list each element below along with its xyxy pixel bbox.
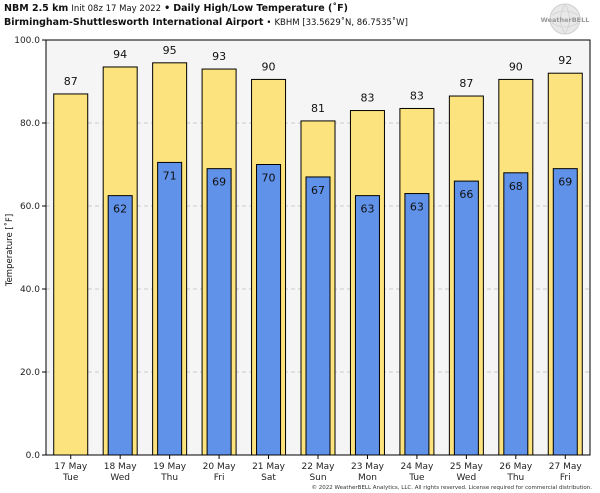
x-tick-weekday: Fri — [214, 473, 225, 483]
high-temp-label: 93 — [212, 50, 226, 63]
y-tick-label: 80.0 — [20, 119, 40, 129]
chart-title: Daily High/Low Temperature (˚F) — [173, 3, 348, 14]
low-temp-label: 70 — [262, 172, 276, 185]
station-name: Birmingham-Shuttlesworth International A… — [4, 17, 264, 28]
y-tick-label: 60.0 — [20, 202, 40, 212]
x-tick-date: 22 May — [302, 462, 336, 472]
low-temp-label: 63 — [360, 203, 374, 216]
low-temp-bar — [107, 195, 133, 456]
x-tick-weekday: Tue — [62, 473, 79, 483]
x-tick-date: 25 May — [450, 462, 484, 472]
low-temp-label: 63 — [410, 201, 424, 214]
x-tick-date: 17 May — [54, 462, 88, 472]
x-tick-weekday: Wed — [457, 473, 477, 483]
low-temp-label: 69 — [212, 176, 226, 189]
low-temp-bar — [305, 176, 331, 456]
logo-text: WeatherBELL — [541, 16, 590, 24]
low-temp-bar — [552, 168, 578, 456]
low-temp-bar — [256, 164, 282, 456]
copyright-notice: © 2022 WeatherBELL Analytics, LLC. All r… — [311, 485, 592, 491]
x-tick-date: 19 May — [153, 462, 187, 472]
low-temp-bar — [453, 180, 479, 456]
x-tick-weekday: Wed — [110, 473, 130, 483]
high-temp-label: 92 — [558, 54, 572, 67]
high-temp-label: 90 — [509, 60, 523, 73]
low-temp-label: 71 — [163, 169, 177, 182]
y-tick-label: 100.0 — [14, 36, 40, 46]
high-temp-label: 87 — [64, 75, 78, 88]
x-tick-date: 27 May — [549, 462, 583, 472]
high-temp-label: 83 — [360, 92, 374, 105]
x-tick-weekday: Thu — [506, 473, 524, 483]
weatherbell-logo: WeatherBELL — [541, 3, 590, 35]
y-tick-label: 20.0 — [20, 368, 40, 378]
plot-frame — [45, 39, 591, 456]
low-temp-bar — [354, 195, 380, 456]
high-temp-label: 81 — [311, 102, 325, 115]
x-tick-date: 23 May — [351, 462, 385, 472]
low-temp-label: 67 — [311, 184, 325, 197]
y-tick-label: 40.0 — [20, 285, 40, 295]
low-temp-bar — [157, 161, 183, 456]
chart-header: NBM 2.5 km Init 08z 17 May 2022 • Daily … — [4, 2, 524, 30]
header-line-1: NBM 2.5 km Init 08z 17 May 2022 • Daily … — [4, 2, 524, 16]
high-temp-label: 95 — [163, 44, 177, 57]
x-tick-date: 18 May — [104, 462, 138, 472]
x-tick-weekday: Tue — [408, 473, 425, 483]
header-bullet: • — [164, 3, 171, 14]
x-tick-date: 21 May — [252, 462, 286, 472]
x-tick-date: 20 May — [203, 462, 237, 472]
x-tick-weekday: Fri — [560, 473, 571, 483]
x-tick-weekday: Sun — [309, 473, 326, 483]
low-temp-bar — [404, 193, 430, 456]
high-temp-bar — [53, 93, 89, 456]
low-temp-bar — [206, 168, 232, 456]
low-temp-bar — [503, 172, 529, 456]
low-temp-label: 66 — [459, 188, 473, 201]
high-temp-label: 90 — [262, 60, 276, 73]
x-tick-weekday: Thu — [160, 473, 178, 483]
low-temp-label: 62 — [113, 203, 127, 216]
model-name: NBM 2.5 km — [4, 3, 69, 14]
low-temp-label: 68 — [509, 180, 523, 193]
station-bullet: • — [266, 18, 272, 28]
x-tick-weekday: Sat — [261, 473, 276, 483]
x-tick-date: 24 May — [400, 462, 434, 472]
y-tick-label: 0.0 — [26, 451, 41, 461]
station-code: KBHM [33.5629˚N, 86.7535˚W] — [274, 18, 408, 28]
high-temp-label: 87 — [459, 77, 473, 90]
header-line-2: Birmingham-Shuttlesworth International A… — [4, 16, 524, 30]
x-tick-date: 26 May — [499, 462, 533, 472]
high-temp-label: 94 — [113, 48, 127, 61]
init-time: Init 08z 17 May 2022 — [71, 4, 162, 14]
x-tick-weekday: Mon — [358, 473, 377, 483]
high-temp-label: 83 — [410, 89, 424, 102]
low-temp-label: 69 — [558, 176, 572, 189]
